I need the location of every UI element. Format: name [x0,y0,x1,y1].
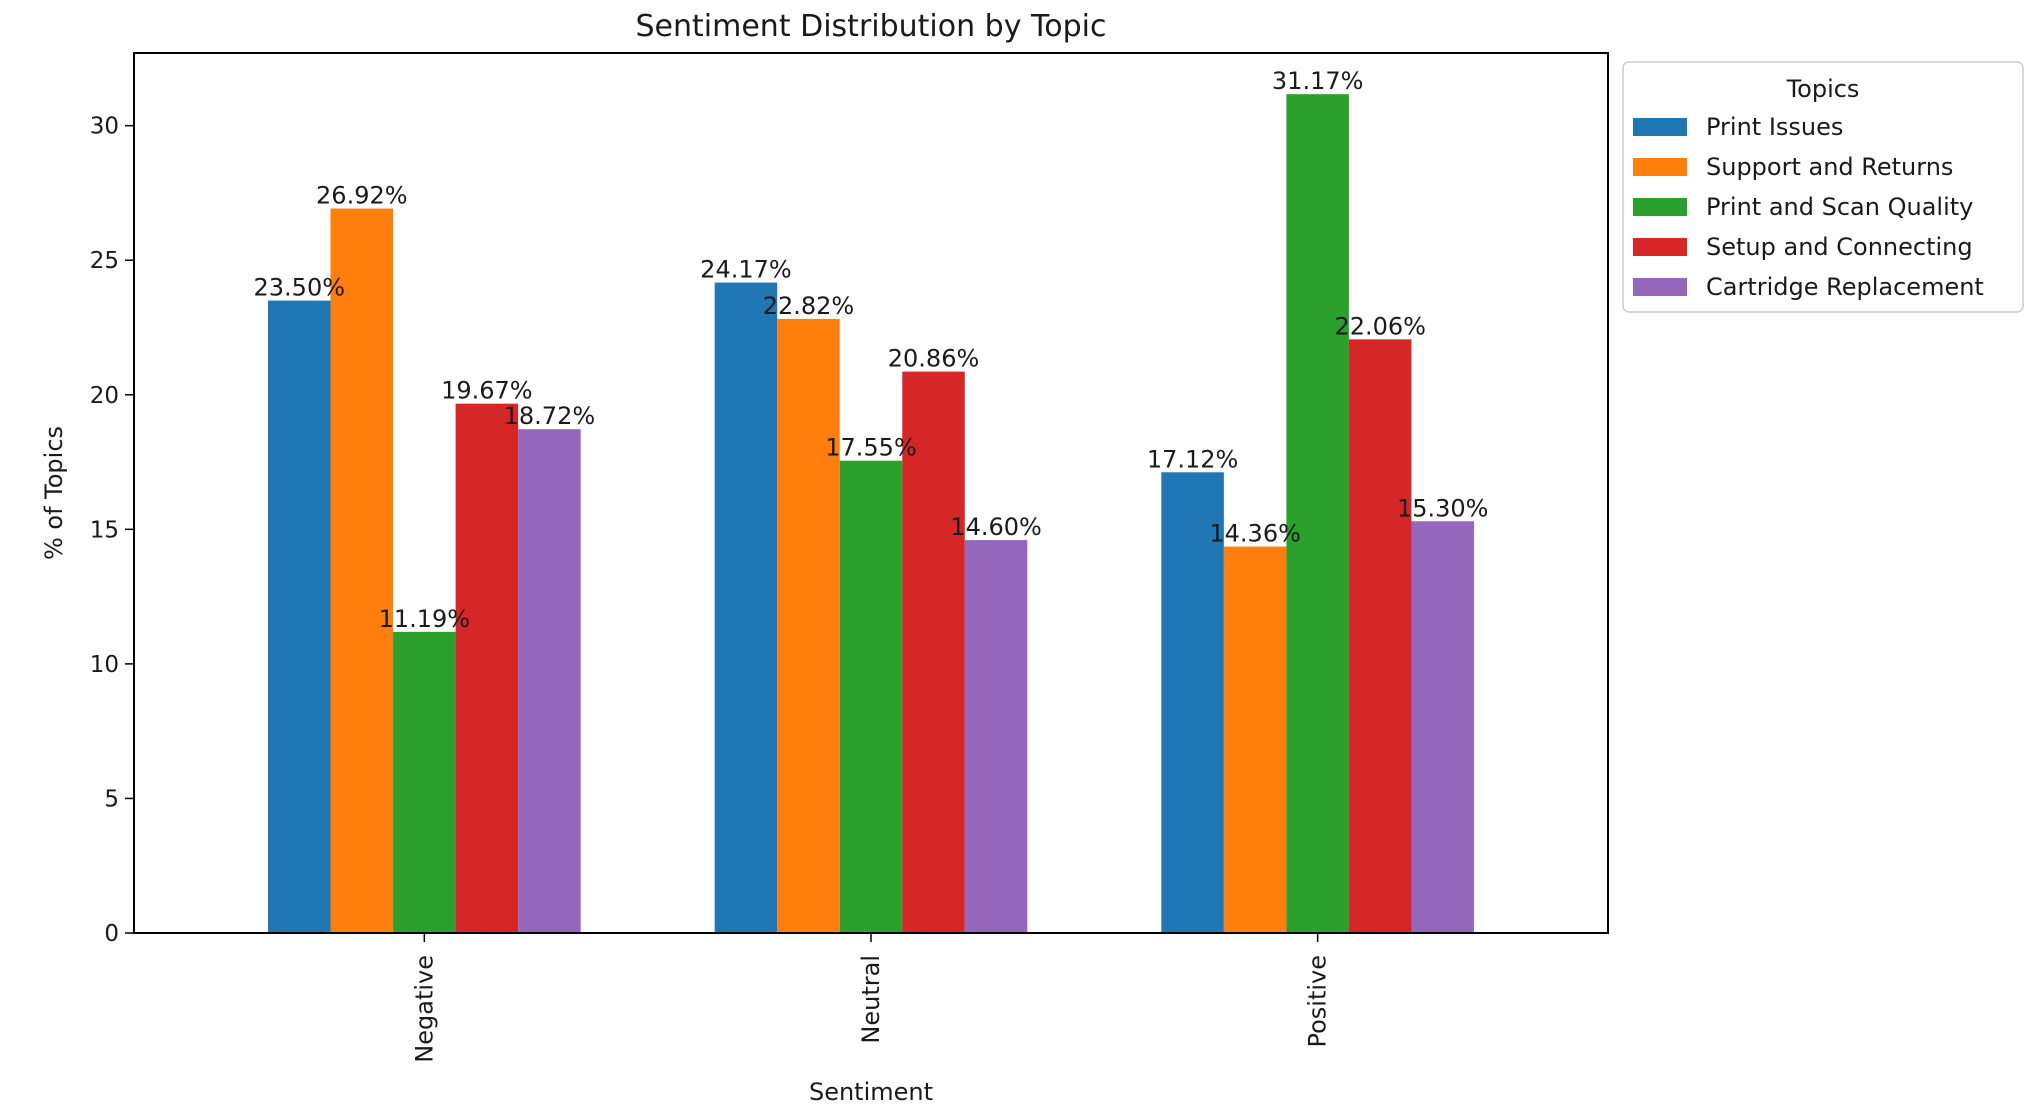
y-tick-label: 0 [104,921,119,947]
data-label: 22.82% [763,292,855,320]
data-label: 24.17% [700,256,792,284]
bar-support-and-returns-negative [330,208,394,934]
legend-title: Topics [1786,75,1860,103]
y-tick-label: 5 [104,786,119,812]
x-tick-label-positive: Positive [1304,955,1332,1048]
chart-title: Sentiment Distribution by Topic [636,9,1107,44]
bar-print-and-scan-quality-positive [1286,94,1349,933]
data-label: 14.60% [950,513,1042,541]
data-label: 15.30% [1397,494,1489,522]
x-axis-label: Sentiment [809,1078,933,1106]
bar-print-and-scan-quality-neutral [839,460,903,933]
y-tick-label: 25 [90,248,119,274]
legend-entry-cartridge-replacement: Cartridge Replacement [1706,273,1984,301]
y-tick-label: 10 [90,652,119,678]
data-label: 18.72% [504,402,596,430]
bar-support-and-returns-neutral [777,318,840,933]
legend-swatch [1633,198,1687,216]
data-label: 17.55% [825,434,917,462]
bar-cartridge-replacement-negative [518,429,581,933]
legend-entry-print-issues: Print Issues [1706,113,1843,141]
y-tick-label: 20 [90,383,119,409]
bar-print-issues-negative [268,300,331,933]
bar-print-issues-neutral [714,282,778,933]
legend-swatch [1633,238,1687,256]
data-label: 14.36% [1209,520,1301,548]
legend-entry-setup-and-connecting: Setup and Connecting [1706,233,1973,261]
data-label: 26.92% [316,182,408,210]
y-axis-label: % of Topics [40,426,68,560]
legend-swatch [1633,118,1687,136]
data-label: 11.19% [379,605,471,633]
data-label: 31.17% [1272,67,1364,95]
bar-support-and-returns-positive [1223,546,1287,933]
legend-entry-print-and-scan-quality: Print and Scan Quality [1706,193,1973,221]
bar-setup-and-connecting-negative [455,403,519,933]
data-label: 22.06% [1334,312,1426,340]
bar-setup-and-connecting-positive [1348,339,1412,933]
bar-print-and-scan-quality-negative [393,631,456,933]
x-axis: Negative Neutral Positive [410,933,1332,1063]
bar-cartridge-replacement-positive [1411,521,1474,933]
bars-group [268,94,1474,934]
data-label: 19.67% [441,377,533,405]
data-label: 23.50% [254,274,346,302]
bar-setup-and-connecting-neutral [902,371,965,933]
y-axis: 0 5 10 15 20 25 30 [90,114,134,947]
y-tick-label: 30 [90,114,119,140]
data-labels-group: 23.50% 24.17% 17.12% 26.92% 22.82% 14.36% 11.1… [254,67,1489,633]
bar-cartridge-replacement-neutral [964,540,1028,933]
bar-print-issues-positive [1161,472,1224,933]
legend-entry-support-and-returns: Support and Returns [1706,153,1953,181]
legend-swatch [1633,158,1687,176]
x-tick-label-neutral: Neutral [857,955,885,1044]
legend-box [1622,61,2024,313]
x-tick-label-negative: Negative [410,955,438,1063]
plot-frame [133,52,1609,934]
data-label: 17.12% [1147,445,1239,473]
legend: Topics Print Issues Support and Returns Pr… [1622,61,2024,313]
legend-swatch [1633,278,1687,296]
data-label: 20.86% [888,345,980,373]
y-tick-label: 15 [90,517,119,543]
